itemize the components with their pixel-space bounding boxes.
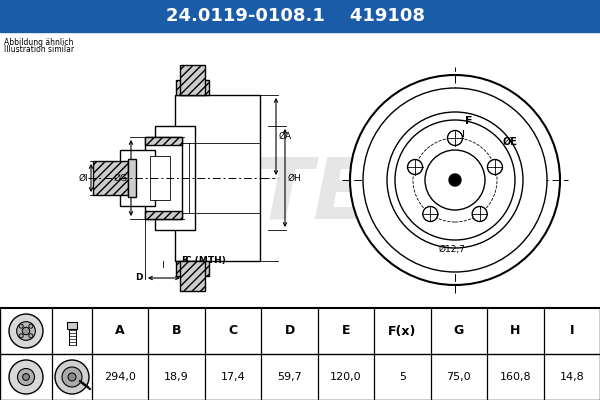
Bar bbox=[93, 161, 128, 195]
Circle shape bbox=[29, 324, 33, 328]
Text: 18,9: 18,9 bbox=[164, 372, 189, 382]
Circle shape bbox=[425, 150, 485, 210]
Text: Abbildung ähnlich: Abbildung ähnlich bbox=[4, 38, 73, 47]
Bar bbox=[175, 95, 260, 261]
Text: C: C bbox=[229, 324, 238, 338]
Bar bbox=[67, 322, 77, 329]
Text: B: B bbox=[172, 324, 181, 338]
Text: Ø12,7: Ø12,7 bbox=[439, 246, 465, 254]
Circle shape bbox=[29, 334, 33, 338]
Circle shape bbox=[17, 322, 35, 340]
Text: E: E bbox=[342, 324, 350, 338]
Bar bbox=[120, 150, 155, 206]
Bar bbox=[150, 156, 170, 200]
Bar bbox=[128, 159, 136, 197]
Text: ØH: ØH bbox=[288, 174, 302, 182]
Bar bbox=[180, 261, 205, 291]
Bar bbox=[145, 211, 182, 219]
Text: D: D bbox=[284, 324, 295, 338]
Circle shape bbox=[22, 327, 30, 335]
Text: 120,0: 120,0 bbox=[330, 372, 362, 382]
Bar bbox=[0, 32, 600, 308]
Bar bbox=[145, 137, 182, 219]
Circle shape bbox=[472, 206, 487, 222]
Text: 75,0: 75,0 bbox=[446, 372, 471, 382]
Circle shape bbox=[487, 160, 502, 174]
Circle shape bbox=[423, 206, 438, 222]
Text: D: D bbox=[136, 272, 143, 282]
Text: ØE: ØE bbox=[503, 137, 518, 147]
Text: 59,7: 59,7 bbox=[277, 372, 302, 382]
Bar bbox=[0, 308, 600, 400]
Text: ØA: ØA bbox=[279, 132, 292, 141]
Circle shape bbox=[9, 314, 43, 348]
Bar bbox=[155, 126, 195, 230]
Text: F(x): F(x) bbox=[388, 324, 416, 338]
Circle shape bbox=[448, 130, 463, 146]
Text: 5: 5 bbox=[399, 372, 406, 382]
Circle shape bbox=[350, 75, 560, 285]
Bar bbox=[176, 80, 209, 95]
Text: F: F bbox=[465, 116, 473, 126]
Circle shape bbox=[387, 112, 523, 248]
Bar bbox=[180, 65, 205, 95]
Text: I: I bbox=[569, 324, 574, 338]
Bar bbox=[145, 137, 182, 145]
Text: Illustration similar: Illustration similar bbox=[4, 45, 74, 54]
Text: 160,8: 160,8 bbox=[500, 372, 531, 382]
Circle shape bbox=[68, 373, 76, 381]
Circle shape bbox=[55, 360, 89, 394]
Text: ØG: ØG bbox=[114, 174, 128, 182]
Text: G: G bbox=[454, 324, 464, 338]
Circle shape bbox=[19, 334, 23, 338]
Text: B: B bbox=[181, 256, 188, 265]
Circle shape bbox=[449, 174, 461, 186]
Circle shape bbox=[62, 367, 82, 387]
Text: 17,4: 17,4 bbox=[221, 372, 245, 382]
Text: A: A bbox=[115, 324, 125, 338]
Text: 14,8: 14,8 bbox=[559, 372, 584, 382]
Text: H: H bbox=[510, 324, 521, 338]
Text: C (MTH): C (MTH) bbox=[185, 256, 226, 265]
Text: 24.0119-0108.1    419108: 24.0119-0108.1 419108 bbox=[166, 7, 425, 25]
Text: 294,0: 294,0 bbox=[104, 372, 136, 382]
Circle shape bbox=[407, 160, 422, 174]
Circle shape bbox=[23, 374, 29, 380]
Text: ØI: ØI bbox=[79, 174, 88, 182]
Bar bbox=[176, 261, 209, 276]
Circle shape bbox=[9, 360, 43, 394]
Text: ATE: ATE bbox=[197, 154, 373, 236]
Circle shape bbox=[19, 324, 23, 328]
Circle shape bbox=[17, 368, 35, 386]
Circle shape bbox=[395, 120, 515, 240]
Circle shape bbox=[363, 88, 547, 272]
Bar bbox=[0, 0, 600, 32]
